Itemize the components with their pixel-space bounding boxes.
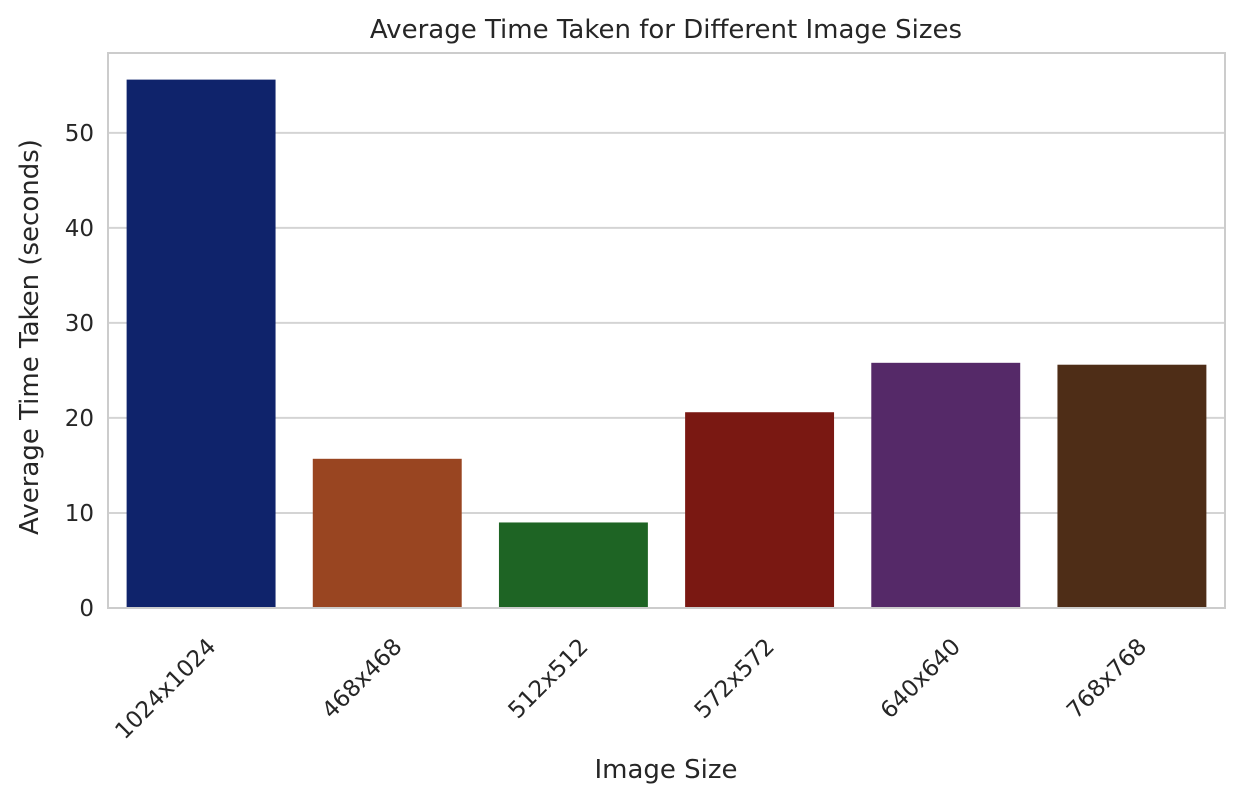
y-tick-label: 40 bbox=[65, 216, 94, 242]
x-tick-label: 1024x1024 bbox=[111, 634, 222, 745]
x-tick-label: 768x768 bbox=[1062, 634, 1152, 724]
bars bbox=[126, 79, 1207, 608]
gridlines bbox=[108, 131, 1225, 514]
bar-1024x1024 bbox=[126, 79, 276, 608]
y-tick-label: 30 bbox=[65, 311, 94, 337]
bar-572x572 bbox=[685, 412, 835, 608]
x-tick-label: 512x512 bbox=[504, 634, 594, 724]
y-tick-labels: 0 10 20 30 40 50 bbox=[65, 121, 94, 622]
plot-frame bbox=[107, 52, 1226, 609]
x-tick-label: 468x468 bbox=[317, 634, 407, 724]
bar-512x512 bbox=[498, 522, 648, 608]
bar-768x768 bbox=[1057, 364, 1207, 608]
bar-640x640 bbox=[871, 362, 1021, 608]
bar-468x468 bbox=[312, 458, 462, 608]
y-axis-label: Average Time Taken (seconds) bbox=[15, 139, 45, 535]
y-tick-label: 10 bbox=[65, 501, 94, 527]
y-tick-label: 0 bbox=[79, 596, 94, 622]
chart-title: Average Time Taken for Different Image S… bbox=[370, 15, 962, 45]
y-tick-label: 50 bbox=[65, 121, 94, 147]
x-tick-label: 640x640 bbox=[876, 634, 966, 724]
y-tick-label: 20 bbox=[65, 406, 94, 432]
x-tick-label: 572x572 bbox=[690, 634, 780, 724]
x-axis-label: Image Size bbox=[594, 755, 737, 785]
x-tick-labels: 1024x1024 468x468 512x512 572x572 640x640 768… bbox=[111, 634, 1153, 745]
